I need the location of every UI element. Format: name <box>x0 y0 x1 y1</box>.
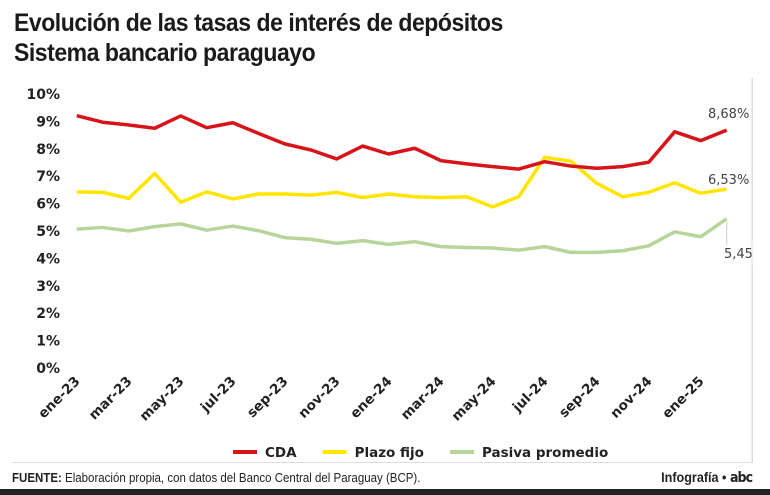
legend-label: Pasiva promedio <box>482 445 608 461</box>
x-tick-label: may-24 <box>449 374 500 425</box>
x-tick-label: nov-24 <box>607 374 655 422</box>
x-tick-label: jul-23 <box>197 374 240 417</box>
data-label: 6,53% <box>708 173 749 188</box>
x-tick-label: ene-24 <box>347 374 395 422</box>
x-tick-label: jul-24 <box>509 374 552 417</box>
label-clip <box>752 240 770 265</box>
title-line-1: Evolución de las tasas de interés de dep… <box>14 9 503 37</box>
y-tick-label: 3% <box>36 279 60 295</box>
legend-label: CDA <box>265 445 297 461</box>
y-tick-label: 2% <box>36 306 60 322</box>
x-tick-label: mar-24 <box>398 374 448 424</box>
x-tick-label: ene-23 <box>35 374 83 422</box>
y-tick-label: 7% <box>36 169 60 185</box>
chart-title: Evolución de las tasas de interés de dep… <box>14 8 503 68</box>
series-line-plazo-fijo <box>76 155 727 209</box>
y-tick-label: 6% <box>36 197 60 213</box>
y-tick-label: 10% <box>26 87 60 103</box>
x-tick-label: mar-23 <box>86 374 136 424</box>
line-chart: 0%1%2%3%4%5%6%7%8%9%10%ene-23 mar-23 may-2… <box>26 78 770 462</box>
series-line-pasiva-promedio <box>76 217 728 255</box>
bottom-bar <box>0 489 770 495</box>
y-tick-label: 9% <box>36 114 60 130</box>
data-label: 8,68% <box>708 107 749 122</box>
series-line-cda <box>76 113 728 171</box>
brand: Infografía • abc <box>660 469 753 486</box>
abc-logo: abc <box>729 470 753 486</box>
brand-text: Infografía • <box>660 469 727 485</box>
x-tick-label: sep-23 <box>244 374 292 422</box>
title-line-2: Sistema bancario paraguayo <box>14 39 316 67</box>
x-tick-label: may-23 <box>137 374 188 425</box>
x-tick-label: nov-23 <box>295 374 343 422</box>
y-tick-label: 5% <box>36 224 60 240</box>
source-label: FUENTE: <box>12 471 62 485</box>
x-tick-label: sep-24 <box>556 374 604 422</box>
source-note: FUENTE: Elaboración propia, con datos de… <box>12 471 420 485</box>
legend-label: Plazo fijo <box>355 445 424 461</box>
y-tick-label: 1% <box>36 334 60 350</box>
x-tick-label: ene-25 <box>659 374 707 422</box>
y-tick-label: 4% <box>36 251 60 267</box>
y-tick-label: 8% <box>36 142 60 158</box>
y-tick-label: 0% <box>36 361 60 377</box>
source-text: Elaboración propia, con datos del Banco … <box>61 471 421 485</box>
